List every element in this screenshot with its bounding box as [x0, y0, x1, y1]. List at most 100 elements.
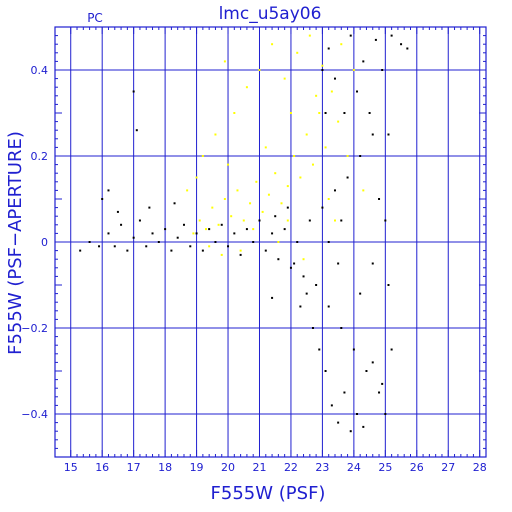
- x-tick-label: 16: [95, 461, 109, 474]
- data-point: [378, 198, 381, 200]
- data-point: [340, 219, 343, 222]
- data-point: [371, 262, 374, 265]
- data-point: [208, 245, 211, 248]
- data-point: [318, 348, 321, 351]
- data-point: [337, 120, 340, 123]
- data-point: [289, 266, 292, 269]
- data-point: [365, 370, 368, 372]
- data-point: [271, 296, 274, 299]
- data-point: [280, 202, 283, 205]
- data-point: [324, 370, 327, 372]
- data-point: [286, 219, 289, 222]
- data-point: [315, 94, 318, 97]
- x-tick-label: 25: [378, 461, 392, 474]
- data-point: [126, 249, 129, 252]
- data-point: [371, 361, 374, 364]
- data-point: [315, 284, 318, 286]
- data-point: [132, 236, 135, 239]
- y-tick-label: 0.2: [31, 150, 49, 163]
- data-point: [356, 413, 359, 415]
- data-point: [371, 133, 374, 136]
- data-point: [337, 262, 340, 265]
- data-point: [384, 413, 387, 415]
- data-point: [302, 258, 305, 261]
- data-point: [296, 241, 299, 243]
- data-point: [148, 206, 151, 209]
- data-point: [283, 77, 286, 80]
- data-point: [223, 198, 226, 200]
- data-point: [271, 43, 274, 46]
- data-point: [349, 430, 352, 433]
- data-point: [198, 219, 201, 222]
- data-point: [271, 232, 274, 235]
- x-tick-label: 27: [441, 461, 455, 474]
- data-point: [374, 38, 377, 41]
- data-point: [340, 43, 343, 46]
- data-point: [356, 90, 359, 93]
- data-point: [220, 253, 223, 256]
- x-tick-label: 26: [410, 461, 424, 474]
- data-point: [340, 327, 343, 329]
- data-point: [381, 69, 384, 71]
- data-point: [330, 90, 333, 93]
- x-tick-label: 20: [221, 461, 235, 474]
- data-point: [120, 223, 123, 226]
- data-point: [145, 245, 148, 248]
- data-point: [390, 348, 393, 351]
- data-point: [387, 284, 390, 286]
- axes: 15 16 17 18 19 20 21 22 23 24 25 26 27 28 −0.4 −0.2 0 0.2…: [21, 26, 487, 474]
- data-point: [346, 176, 349, 179]
- data-point: [333, 77, 336, 80]
- data-point: [359, 292, 362, 295]
- corner-label: PC: [87, 11, 103, 25]
- x-tick-label: 15: [64, 461, 78, 474]
- data-point: [333, 219, 336, 222]
- data-point: [296, 51, 299, 54]
- x-tick-label: 18: [158, 461, 172, 474]
- data-point: [107, 232, 110, 235]
- data-point: [135, 129, 138, 132]
- data-point: [321, 206, 324, 209]
- data-point: [205, 228, 208, 231]
- data-point: [390, 34, 393, 37]
- data-point: [88, 241, 91, 243]
- data-point: [176, 236, 179, 239]
- data-point: [283, 228, 286, 231]
- data-point: [302, 275, 305, 278]
- data-point: [293, 262, 296, 265]
- data-point: [261, 210, 264, 213]
- data-point: [321, 69, 324, 71]
- data-point: [79, 249, 82, 252]
- data-point: [211, 206, 214, 209]
- data-point: [116, 210, 119, 213]
- data-point: [264, 146, 267, 149]
- data-point: [305, 133, 308, 136]
- data-point: [239, 253, 242, 256]
- data-point: [239, 249, 242, 252]
- data-point: [346, 155, 349, 157]
- data-point: [318, 112, 321, 114]
- data-point: [242, 219, 245, 222]
- data-point: [249, 202, 252, 205]
- data-point: [107, 189, 110, 192]
- data-point: [324, 112, 327, 114]
- x-tick-label: 28: [473, 461, 487, 474]
- data-point: [101, 198, 104, 200]
- y-tick-label: −0.4: [21, 408, 48, 421]
- data-point: [258, 219, 261, 222]
- data-point: [157, 241, 160, 243]
- y-tick-label: −0.2: [21, 322, 48, 335]
- data-point: [245, 86, 248, 89]
- data-point: [337, 421, 340, 424]
- data-point: [378, 391, 381, 394]
- x-tick-label: 17: [127, 461, 141, 474]
- y-axis-label: F555W (PSF−APERTURE): [5, 131, 26, 355]
- data-point: [170, 249, 173, 252]
- data-point: [182, 223, 185, 226]
- y-tick-label: 0: [41, 236, 48, 249]
- data-point: [400, 43, 403, 46]
- data-point: [327, 47, 330, 50]
- data-point: [233, 232, 236, 235]
- data-point: [201, 155, 204, 157]
